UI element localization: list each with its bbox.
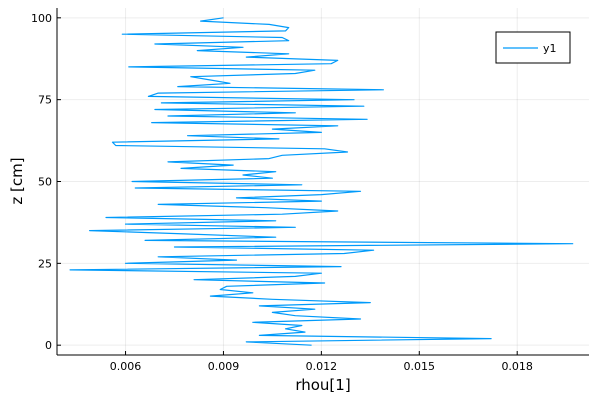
y-tick-label: 75: [38, 94, 52, 107]
legend: y1: [495, 31, 571, 64]
tick-layer: 0.006 0.009 0.012 0.015 0.018 0 25 50 75 100: [31, 12, 533, 373]
y-tick-label: 100: [31, 12, 52, 25]
legend-label-y1: y1: [543, 42, 557, 55]
y-axis-label: z [cm]: [8, 157, 26, 204]
x-tick-label: 0.012: [306, 360, 338, 373]
x-tick-label: 0.009: [208, 360, 240, 373]
x-tick-label: 0.006: [110, 360, 142, 373]
y-tick-label: 0: [45, 339, 52, 352]
x-tick-label: 0.015: [404, 360, 436, 373]
y-tick-label: 25: [38, 257, 52, 270]
y-tick-label: 50: [38, 176, 52, 189]
x-tick-label: 0.018: [501, 360, 533, 373]
series-line-y1: [69, 17, 574, 346]
x-axis-label: rhou[1]: [295, 376, 350, 394]
series-layer: [69, 17, 574, 346]
